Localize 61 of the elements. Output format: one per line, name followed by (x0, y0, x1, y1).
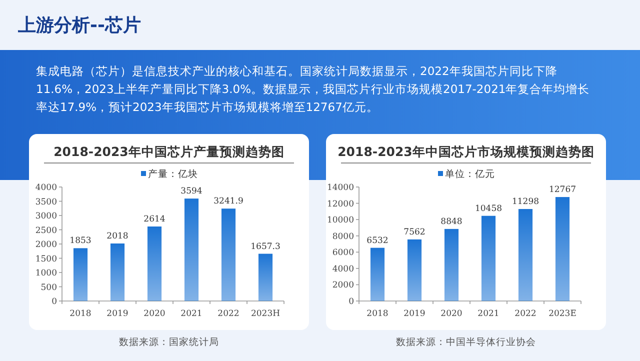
bar (258, 254, 273, 301)
y-tick-label: 12000 (326, 199, 354, 210)
y-tick-label: 10000 (326, 216, 354, 226)
chart-title: 2018-2023年中国芯片产量预测趋势图 (54, 144, 284, 159)
bar (407, 239, 422, 301)
data-label: 8848 (440, 216, 462, 227)
y-tick-label: 8000 (332, 232, 354, 242)
y-tick-label: 1000 (35, 268, 57, 278)
x-tick-label: 2018 (70, 309, 92, 319)
data-label: 6532 (366, 236, 388, 246)
y-tick-label: 2000 (332, 280, 354, 291)
text: 集成电路（芯片）是信息技术产业的核心和基石。国家统计局数据显示，2022年我国芯片同比下降11.6%，2023上半年产量同比下降3.0%。数据显示，我国芯片行业市场规模2017-2021年复合年均增长率达17.9%，预计2023年我国芯片市场规模将增至12767亿元。 (36, 63, 591, 116)
text: 上游分析--芯片 (18, 14, 141, 37)
y-tick-label: 2500 (35, 226, 57, 236)
x-tick-label: 2019 (404, 309, 426, 319)
x-tick-label: 2018 (366, 309, 388, 319)
y-tick-label: 500 (40, 282, 57, 293)
source-note: 数据来源：中国半导体行业协会 (396, 336, 536, 348)
data-label: 2614 (144, 214, 166, 224)
y-tick-label: 6000 (332, 248, 354, 258)
y-tick-label: 14000 (326, 183, 354, 193)
x-tick-label: 2021 (180, 309, 202, 319)
x-tick-label: 2020 (440, 309, 462, 319)
source-note: 数据来源：国家统计局 (119, 336, 219, 348)
legend-label: 产量：亿块 (148, 168, 198, 180)
data-label: 1657.3 (250, 242, 280, 252)
y-tick-label: 2000 (35, 240, 57, 250)
bar (147, 226, 162, 301)
y-tick-label: 4000 (332, 264, 354, 274)
y-tick-label: 4000 (35, 183, 57, 193)
x-tick-label: 2019 (106, 309, 128, 319)
bar (444, 228, 459, 301)
data-label: 3241.9 (214, 196, 244, 207)
bar (555, 197, 570, 301)
x-tick-label: 2023H (250, 309, 280, 319)
legend-label: 单位：亿元 (445, 168, 495, 180)
y-tick-label: 1500 (35, 254, 57, 264)
x-tick-label: 2021 (478, 309, 500, 319)
bar (481, 216, 496, 301)
data-label: 3594 (180, 186, 202, 197)
bar (73, 248, 88, 301)
data-label: 12767 (548, 185, 576, 196)
y-tick-label: 3500 (35, 197, 57, 208)
data-label: 7562 (404, 227, 426, 238)
data-label: 2018 (106, 231, 128, 242)
data-label: 11298 (512, 197, 540, 207)
x-tick-label: 2020 (144, 309, 166, 319)
x-tick-label: 2023E (548, 309, 576, 319)
y-tick-label: 3000 (35, 212, 57, 222)
bar (110, 243, 125, 301)
data-label: 1853 (70, 236, 92, 246)
x-tick-label: 2022 (218, 309, 240, 319)
bar (370, 248, 385, 301)
bar (518, 209, 533, 301)
chart-title: 2018-2023年中国芯片市场规模预测趋势图 (338, 144, 594, 159)
y-tick-label: 0 (52, 297, 57, 307)
bar (221, 208, 236, 301)
bar (184, 198, 199, 301)
x-tick-label: 2022 (514, 309, 536, 319)
data-label: 10458 (474, 204, 502, 214)
y-tick-label: 0 (348, 297, 354, 307)
